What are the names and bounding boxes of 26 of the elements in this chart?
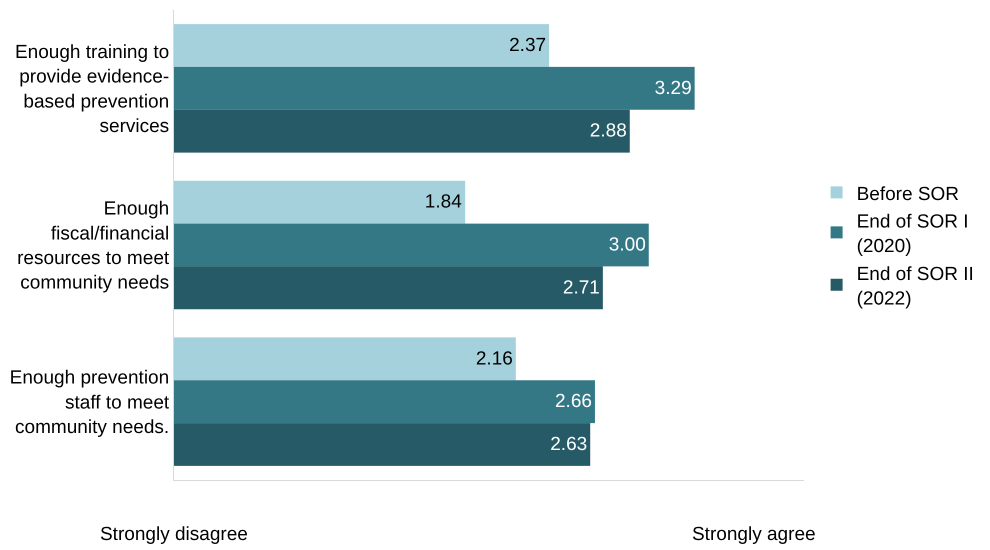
legend-label: End of SOR I (2020) [856, 211, 969, 258]
bar [174, 224, 649, 266]
bar [174, 24, 550, 67]
data-label: 2.88 [590, 120, 627, 142]
text: Strongly disagree [100, 524, 248, 545]
bar [174, 266, 603, 310]
data-label: 2.66 [554, 391, 592, 412]
data-label: 2.37 [509, 35, 546, 56]
legend-label: Before SOR [856, 184, 960, 205]
y-tick-label: Enough fiscal/financial resources to meet community needs [17, 198, 170, 294]
data-label: 3.00 [608, 234, 646, 256]
legend-label: End of SOR II (2022) [856, 264, 974, 310]
bar [174, 337, 516, 380]
data-label: 3.29 [654, 78, 692, 99]
bar [174, 180, 466, 224]
data-label: 1.84 [424, 192, 462, 213]
bar [174, 423, 590, 466]
data-label: 2.16 [476, 348, 513, 370]
data-label: 2.63 [550, 434, 588, 455]
y-tick-label: Enough training to provide evidence-based prevention services [14, 42, 170, 138]
data-label: 2.71 [562, 277, 600, 298]
bar [174, 380, 595, 424]
y-tick-label: Enough prevention staff to meet community needs. [10, 368, 170, 438]
bar [174, 110, 630, 153]
text: Strongly agree [692, 524, 816, 545]
bar [174, 66, 695, 110]
